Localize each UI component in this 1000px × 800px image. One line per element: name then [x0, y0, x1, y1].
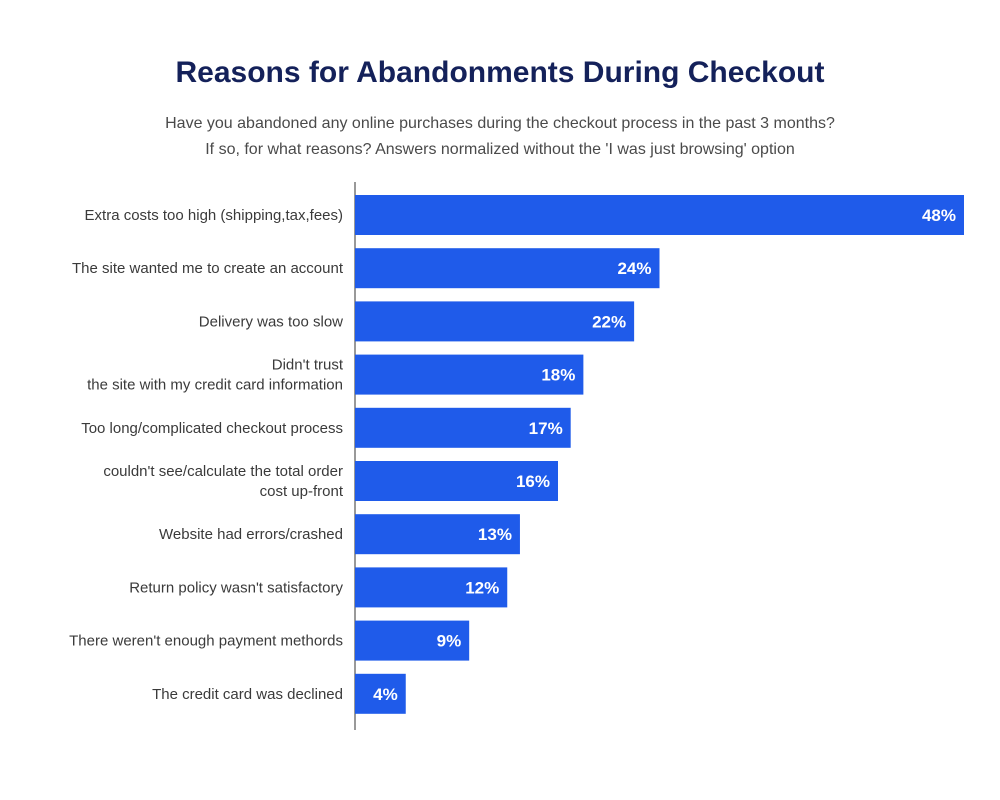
bar	[355, 567, 508, 608]
bar-value-label: 16%	[516, 472, 550, 491]
chart-title: Reasons for Abandonments During Checkout	[175, 56, 825, 89]
category-label: couldn't see/calculate the total order	[103, 463, 343, 480]
bar-group: 24% The site wanted me to create an accou…	[72, 248, 660, 289]
category-label: Delivery was too slow	[199, 313, 343, 330]
bar	[355, 354, 584, 395]
category-label: There weren't enough payment methords	[69, 633, 343, 650]
chart-subtitle-line-1: Have you abandoned any online purchases …	[165, 115, 835, 132]
category-label: Return policy wasn't satisfactory	[129, 579, 343, 596]
bar-value-label: 48%	[922, 206, 956, 225]
bar-group: 22% Delivery was too slow	[199, 301, 635, 342]
bar-group: 9% There weren't enough payment methords	[69, 620, 470, 661]
bar-group: 13% Website had errors/crashed	[159, 514, 520, 555]
bar-value-label: 12%	[465, 578, 499, 597]
bar-value-label: 18%	[541, 366, 575, 385]
category-label: Too long/complicated checkout process	[81, 420, 343, 437]
category-label: The credit card was declined	[152, 686, 343, 703]
bar-group: 18% Didn't trust the site with my credit c…	[87, 354, 584, 395]
category-label: the site with my credit card information	[87, 377, 343, 394]
bar	[355, 195, 964, 235]
bar-value-label: 13%	[478, 525, 512, 544]
bar	[355, 620, 470, 661]
bar-value-label: 22%	[592, 312, 626, 331]
bar	[355, 673, 406, 714]
bar-value-label: 24%	[617, 259, 651, 278]
bar	[355, 461, 558, 501]
category-label: Extra costs too high (shipping,tax,fees)	[85, 207, 343, 224]
bar-group: 17% Too long/complicated checkout process	[81, 407, 571, 448]
bar	[355, 514, 520, 555]
bar-group: 48% Extra costs too high (shipping,tax,fe…	[85, 195, 964, 235]
bar	[355, 248, 660, 289]
category-label: Didn't trust	[272, 357, 344, 374]
bar-value-label: 17%	[529, 419, 563, 438]
bar-group: 16% couldn't see/calculate the total orde…	[103, 461, 558, 501]
category-label: The site wanted me to create an account	[72, 260, 344, 277]
bar-group: 12% Return policy wasn't satisfactory	[129, 567, 508, 608]
category-label: cost up-front	[260, 483, 344, 500]
bar	[355, 407, 571, 448]
bar	[355, 301, 635, 342]
bar-value-label: 4%	[373, 685, 398, 704]
bar-value-label: 9%	[437, 632, 462, 651]
bar-group: 4% The credit card was declined	[152, 673, 406, 714]
category-label: Website had errors/crashed	[159, 526, 343, 543]
chart-subtitle-line-2: If so, for what reasons? Answers normali…	[205, 141, 795, 158]
